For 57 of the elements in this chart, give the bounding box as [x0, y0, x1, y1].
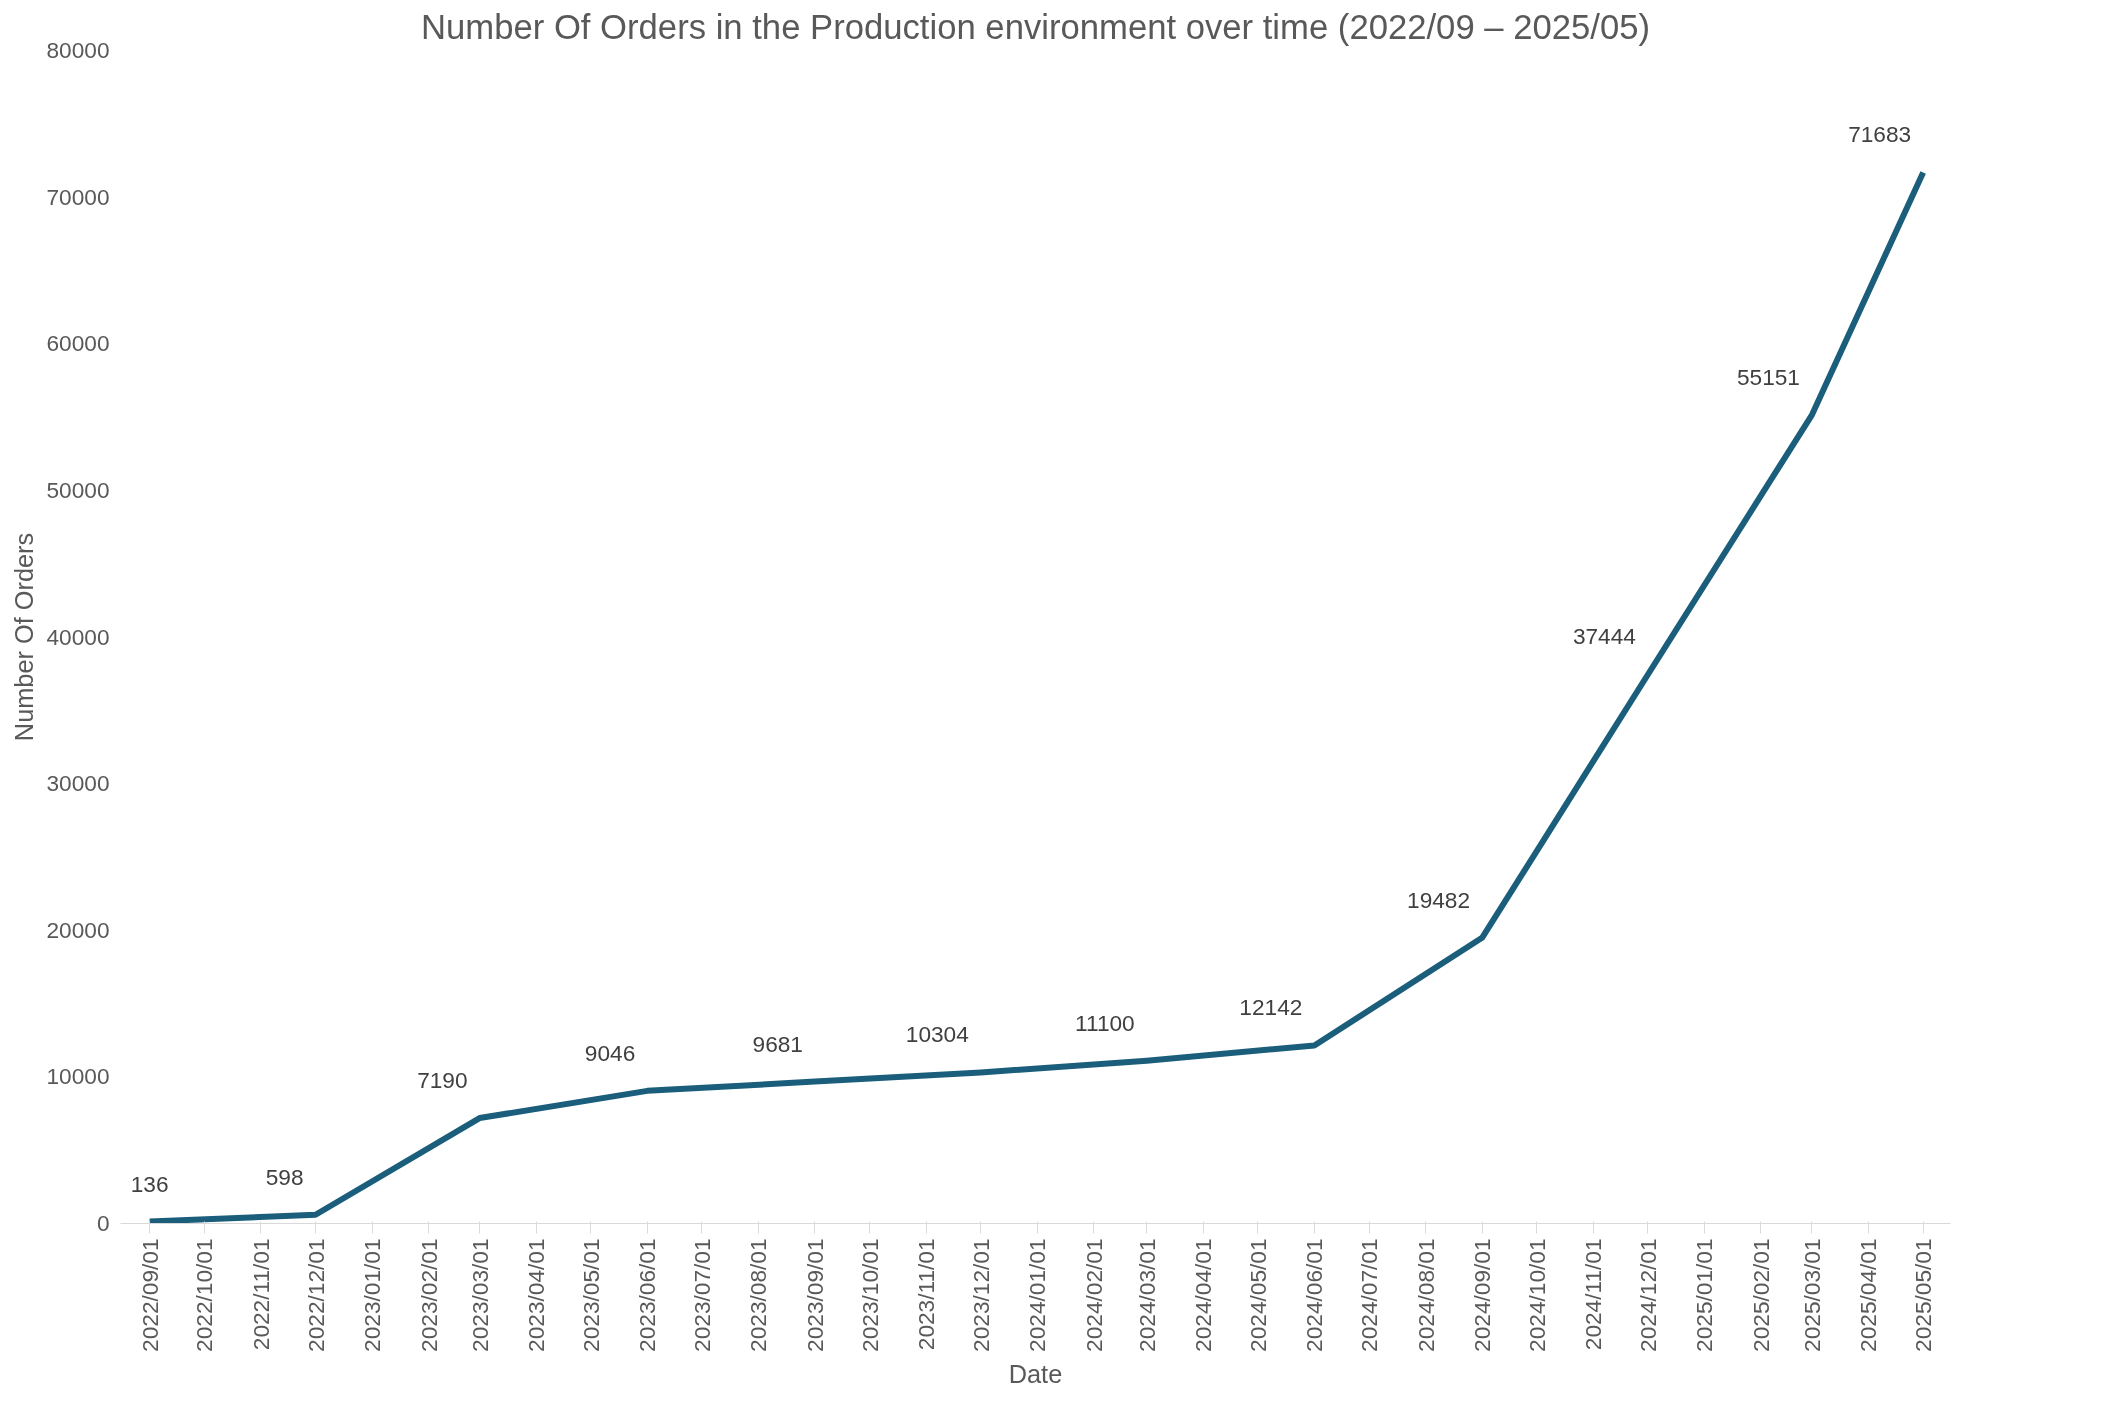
y-tick-label: 0	[96, 1210, 110, 1236]
x-tick-label: 2023/03/01	[466, 1238, 493, 1352]
data-label: 37444	[1572, 623, 1636, 650]
x-tick-label: 2023/02/01	[415, 1238, 442, 1352]
x-tick-label: 2022/12/01	[302, 1238, 329, 1352]
y-tick-label: 80000	[46, 37, 110, 63]
x-tick-label: 2023/11/01	[913, 1238, 940, 1351]
x-tick-label: 2022/11/01	[247, 1238, 274, 1351]
data-label: 9046	[584, 1039, 636, 1066]
x-tick-label: 2022/09/01	[136, 1238, 163, 1352]
x-tick-label: 2025/02/01	[1747, 1238, 1774, 1352]
y-tick-label: 40000	[46, 623, 110, 650]
x-tick-label: 2024/09/01	[1469, 1238, 1496, 1352]
x-tick-label: 2024/01/01	[1024, 1238, 1051, 1352]
data-label: 9681	[752, 1030, 803, 1057]
y-tick-label: 70000	[46, 183, 110, 210]
x-tick-label: 2023/05/01	[577, 1238, 604, 1352]
x-tick-label: 2024/02/01	[1080, 1238, 1107, 1352]
x-tick-label: 2023/07/01	[688, 1238, 715, 1352]
data-label: 598	[265, 1163, 304, 1190]
x-tick-label: 2025/04/01	[1855, 1238, 1882, 1352]
x-tick-label: 2023/12/01	[967, 1238, 994, 1352]
data-label: 55151	[1736, 363, 1800, 390]
x-tick-label: 2023/06/01	[634, 1238, 661, 1352]
y-tick-label: 50000	[46, 476, 110, 503]
x-tick-label: 2024/07/01	[1356, 1238, 1383, 1352]
x-tick-label: 2023/10/01	[856, 1238, 883, 1352]
data-label: 10304	[905, 1021, 969, 1048]
y-axis-title: Number Of Orders	[10, 532, 39, 742]
y-tick-label: 30000	[46, 770, 110, 797]
x-tick-label: 2025/01/01	[1691, 1238, 1718, 1352]
x-tick-label: 2024/06/01	[1301, 1238, 1328, 1352]
x-axis-title: Date	[1008, 1359, 1063, 1388]
x-tick-label: 2024/05/01	[1244, 1238, 1271, 1352]
data-label: 19482	[1407, 886, 1471, 913]
y-tick-label: 10000	[46, 1063, 110, 1090]
x-tick-label: 2025/05/01	[1910, 1238, 1937, 1352]
x-tick-label: 2023/04/01	[523, 1238, 550, 1352]
y-tick-label: 20000	[46, 916, 110, 943]
chart-title: Number Of Orders in the Production environment over time (2022/09 – 2025/05)	[420, 7, 1651, 46]
x-tick-label: 2023/01/01	[359, 1238, 386, 1352]
x-tick-label: 2024/08/01	[1412, 1238, 1439, 1352]
data-label: 71683	[1848, 121, 1912, 148]
data-label: 7190	[417, 1067, 468, 1094]
x-tick-label: 2024/04/01	[1190, 1238, 1217, 1352]
data-label: 12142	[1239, 994, 1303, 1021]
data-label: 136	[130, 1170, 169, 1197]
x-tick-label: 2024/10/01	[1523, 1238, 1550, 1352]
x-tick-label: 2022/10/01	[191, 1238, 218, 1352]
x-tick-label: 2024/11/01	[1580, 1238, 1607, 1351]
x-tick-label: 2025/03/01	[1798, 1238, 1825, 1352]
x-tick-label: 2024/03/01	[1133, 1238, 1160, 1352]
y-tick-label: 60000	[46, 330, 110, 357]
x-tick-label: 2024/12/01	[1634, 1238, 1661, 1352]
x-tick-label: 2023/09/01	[801, 1238, 828, 1352]
data-label: 11100	[1075, 1009, 1135, 1036]
x-tick-label: 2023/08/01	[745, 1238, 772, 1352]
